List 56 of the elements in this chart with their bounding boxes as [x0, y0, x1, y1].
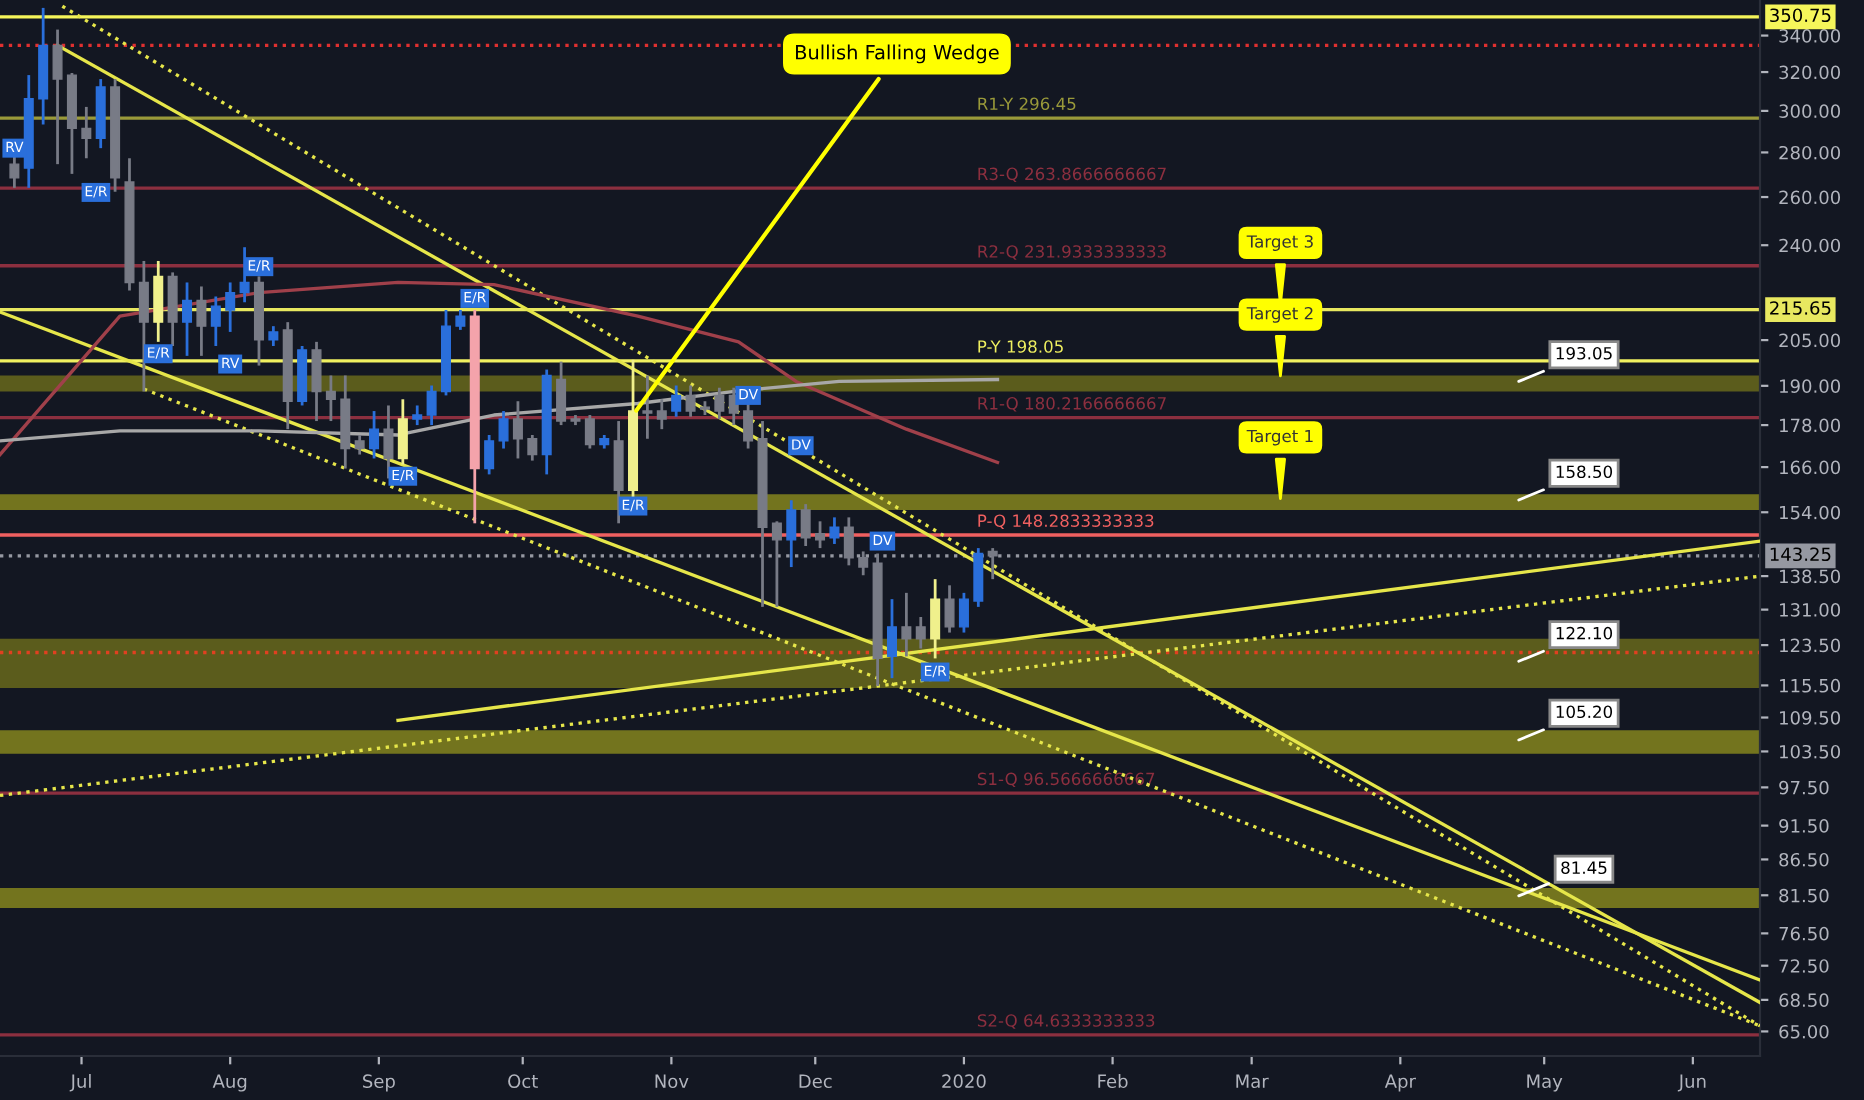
band-label: 193.05: [1556, 346, 1612, 360]
y-tick-label: 97.50: [1779, 780, 1829, 795]
y-tick-label: 131.00: [1780, 603, 1841, 617]
x-tick-label: Oct: [508, 1074, 538, 1089]
x-tick-label: Nov: [655, 1074, 689, 1089]
ref-line-label: 350.75: [1770, 8, 1831, 23]
y-tick-label: 166.00: [1780, 460, 1841, 475]
y-tick-label: 205.00: [1779, 333, 1841, 348]
y-tick-label: 178.00: [1780, 418, 1841, 433]
ref-line-label: R1-Y 296.45: [978, 97, 1076, 111]
band-label: 122.10: [1556, 626, 1613, 640]
y-tick-label: 138.50: [1780, 569, 1841, 584]
band-label: 81.45: [1561, 861, 1607, 875]
x-tick-label: Jun: [1677, 1074, 1706, 1092]
ref-line-label: P-Q 148.2833333333: [978, 514, 1154, 529]
ref-line-label: 215.65: [1770, 301, 1831, 315]
annotation: Bullish Falling Wedge: [796, 44, 999, 64]
y-tick-label: 76.50: [1779, 926, 1829, 941]
y-tick-label: 68.50: [1779, 993, 1829, 1007]
y-tick-label: 260.00: [1779, 190, 1841, 205]
y-tick-label: 280.00: [1779, 145, 1841, 160]
y-tick-label: 320.00: [1779, 65, 1841, 80]
band-label: 105.20: [1556, 705, 1613, 719]
y-tick-label: 72.50: [1779, 959, 1829, 973]
y-tick-label: 91.50: [1779, 819, 1829, 833]
y-tick-label: 340.00: [1779, 29, 1841, 43]
x-tick-label: Jul: [69, 1074, 91, 1092]
ref-line-label: P-Y 198.05: [978, 340, 1063, 353]
y-tick-label: 81.50: [1779, 888, 1829, 903]
y-tick-label: 103.50: [1780, 744, 1841, 759]
x-tick-label: 2020: [942, 1074, 986, 1089]
x-tick-label: Mar: [1236, 1074, 1269, 1089]
y-tick-label: 190.00: [1780, 379, 1841, 393]
y-tick-label: 240.00: [1779, 238, 1841, 253]
x-tick-label: Sep: [363, 1074, 395, 1092]
x-tick-label: May: [1527, 1074, 1563, 1092]
ref-line-label: 143.25: [1770, 547, 1831, 562]
y-tick-label: 65.00: [1779, 1024, 1829, 1039]
band-label: 158.50: [1556, 465, 1613, 479]
x-tick-label: Apr: [1384, 1074, 1416, 1092]
annotation: Target 3: [1246, 235, 1313, 251]
ref-line-label: R3-Q 263.8666666667: [978, 167, 1166, 183]
annotation: Target 1: [1246, 429, 1313, 446]
y-tick-label: 86.50: [1779, 852, 1829, 867]
x-tick-label: Aug: [212, 1074, 247, 1092]
y-tick-label: 115.50: [1780, 678, 1841, 693]
y-tick-label: 300.00: [1779, 104, 1841, 119]
x-tick-label: Dec: [799, 1074, 832, 1089]
y-tick-label: 109.50: [1780, 710, 1841, 725]
y-tick-label: 154.00: [1780, 505, 1841, 520]
x-tick-label: Feb: [1098, 1074, 1128, 1089]
y-tick-label: 123.50: [1780, 638, 1841, 653]
annotation: Target 2: [1246, 306, 1313, 323]
ref-line-label: R1-Q 180.2166666667: [978, 397, 1166, 412]
ref-line-label: R2-Q 231.9333333333: [978, 245, 1166, 260]
ref-line-label: S2-Q 64.6333333333: [977, 1014, 1155, 1029]
